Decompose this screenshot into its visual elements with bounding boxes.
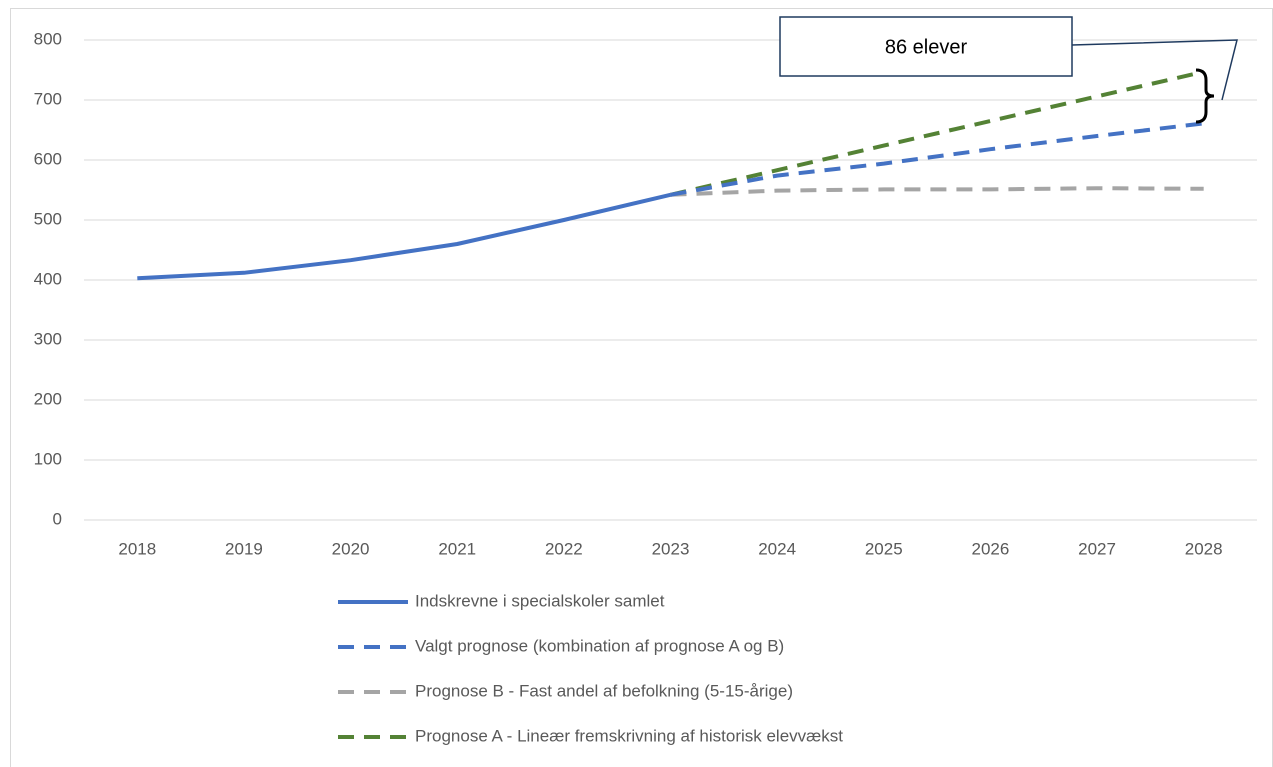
x-tick-label: 2028 [1185, 539, 1223, 558]
y-tick-label: 400 [34, 269, 62, 288]
series-line [670, 186, 1204, 197]
legend-label: Valgt prognose (kombination af prognose … [415, 636, 784, 655]
x-tick-label: 2019 [225, 539, 263, 558]
series-line [137, 192, 671, 281]
x-tick-label: 2018 [118, 539, 156, 558]
series-line [670, 69, 1205, 197]
y-tick-label: 800 [34, 29, 62, 48]
annotation-text: 86 elever [885, 36, 968, 58]
x-tick-label: 2022 [545, 539, 583, 558]
x-tick-label: 2025 [865, 539, 903, 558]
brace [1195, 68, 1215, 124]
legend-label: Prognose B - Fast andel af befolkning (5… [415, 681, 793, 700]
x-tick-label: 2027 [1078, 539, 1116, 558]
annotation-box [779, 16, 1073, 77]
y-tick-label: 200 [34, 389, 62, 408]
series-line [670, 121, 1204, 197]
x-tick-label: 2023 [652, 539, 690, 558]
x-tick-label: 2021 [438, 539, 476, 558]
legend-label: Prognose A - Lineær fremskrivning af his… [415, 726, 843, 745]
y-tick-label: 100 [34, 449, 62, 468]
y-tick-label: 500 [34, 209, 62, 228]
y-tick-label: 0 [53, 509, 62, 528]
legend: Indskrevne i specialskoler samlet Valgt p… [338, 591, 843, 745]
callout-line [1071, 39, 1238, 101]
lines [137, 69, 1205, 281]
grid: 0 100 200 300 400 500 600 700 800 2018 2019 2020 202… [34, 29, 1257, 558]
annotation: 86 elever [779, 16, 1238, 124]
y-tick-label: 300 [34, 329, 62, 348]
x-tick-label: 2024 [758, 539, 796, 558]
legend-label: Indskrevne i specialskoler samlet [415, 591, 665, 610]
x-tick-label: 2020 [332, 539, 370, 558]
x-tick-label: 2026 [971, 539, 1009, 558]
y-tick-label: 600 [34, 149, 62, 168]
y-tick-label: 700 [34, 89, 62, 108]
